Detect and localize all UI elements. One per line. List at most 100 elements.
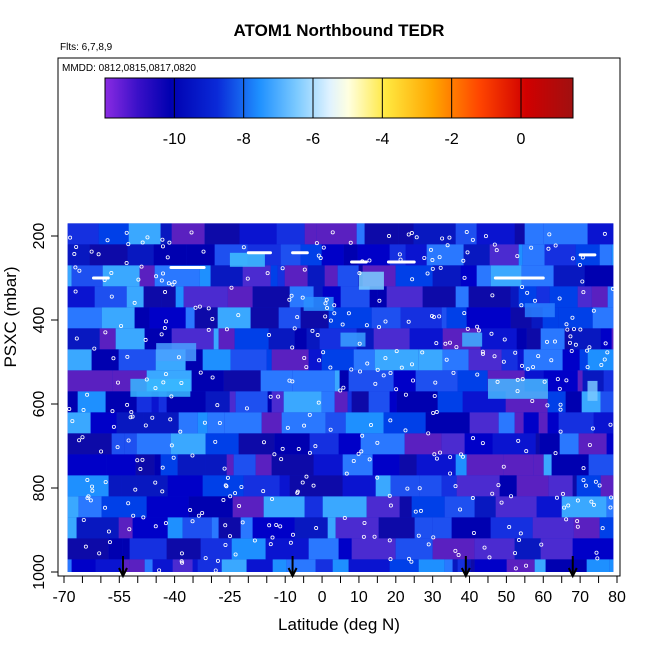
colorbar-tick-label: -4 bbox=[375, 131, 389, 148]
sample-marker bbox=[74, 336, 79, 341]
sample-marker bbox=[325, 306, 330, 311]
sample-marker bbox=[375, 475, 380, 480]
heatmap-cell bbox=[533, 454, 544, 476]
x-tick-label: 80 bbox=[608, 589, 626, 606]
heatmap-cell bbox=[489, 244, 519, 266]
sample-marker bbox=[236, 313, 241, 318]
sample-marker bbox=[244, 406, 249, 411]
sample-marker bbox=[133, 487, 138, 492]
heatmap-cell bbox=[578, 433, 607, 455]
heatmap-cell bbox=[313, 454, 343, 476]
x-tick-label: 40 bbox=[461, 589, 479, 606]
sample-marker bbox=[460, 454, 465, 459]
heatmap-cell bbox=[316, 223, 357, 245]
heatmap-patch bbox=[487, 378, 548, 399]
sample-marker bbox=[495, 379, 500, 384]
sample-marker bbox=[357, 271, 362, 276]
sample-marker bbox=[109, 271, 114, 276]
heatmap-cell bbox=[516, 475, 549, 497]
heatmap-cell bbox=[524, 223, 544, 245]
sample-marker bbox=[560, 491, 565, 496]
sample-marker bbox=[585, 348, 590, 353]
sample-marker bbox=[342, 516, 347, 521]
heatmap-cell bbox=[223, 370, 261, 392]
heatmap-cell bbox=[464, 433, 493, 455]
heatmap-cell bbox=[265, 538, 309, 560]
heatmap-cell bbox=[347, 391, 352, 413]
heatmap-cell bbox=[492, 433, 536, 455]
heatmap-cell bbox=[242, 265, 271, 287]
heatmap-cell bbox=[531, 307, 543, 329]
sample-marker bbox=[107, 540, 112, 545]
x-tick-label: -70 bbox=[52, 589, 75, 606]
heatmap-cell bbox=[538, 412, 548, 434]
heatmap-cell bbox=[321, 349, 354, 371]
heatmap-cell bbox=[607, 286, 614, 308]
sample-marker bbox=[213, 439, 218, 444]
sample-marker bbox=[206, 306, 211, 311]
heatmap-cell bbox=[135, 454, 155, 476]
sample-marker bbox=[575, 524, 580, 529]
sample-marker bbox=[92, 346, 97, 351]
heatmap-cell bbox=[383, 412, 426, 434]
sample-marker bbox=[160, 244, 165, 249]
sample-marker bbox=[72, 252, 77, 257]
sample-marker bbox=[403, 392, 408, 397]
heatmap-cell bbox=[67, 559, 72, 572]
heatmap-cell bbox=[526, 328, 541, 350]
sample-marker bbox=[341, 385, 346, 390]
sample-marker bbox=[81, 408, 86, 413]
heatmap-cell bbox=[441, 433, 465, 455]
heatmap-cell bbox=[67, 454, 107, 476]
sample-marker bbox=[387, 538, 392, 543]
sample-marker bbox=[518, 531, 523, 536]
heatmap-cell bbox=[101, 496, 147, 518]
heatmap-cell bbox=[277, 265, 285, 287]
sample-marker bbox=[210, 375, 215, 380]
chart-title: ATOM1 Northbound TEDR bbox=[234, 21, 445, 40]
sample-marker bbox=[330, 230, 335, 235]
sample-marker bbox=[189, 230, 194, 235]
sample-marker bbox=[252, 538, 257, 543]
heatmap-cell bbox=[129, 538, 167, 560]
heatmap-cell bbox=[205, 433, 239, 455]
sample-marker bbox=[332, 303, 337, 308]
sample-marker bbox=[536, 354, 541, 359]
heatmap-cell bbox=[224, 412, 262, 434]
heatmap-cell bbox=[399, 454, 417, 476]
heatmap-patch bbox=[156, 343, 197, 362]
heatmap-cell bbox=[547, 391, 566, 413]
heatmap-cell bbox=[136, 433, 171, 455]
sample-marker bbox=[359, 449, 364, 454]
sample-marker bbox=[589, 499, 594, 504]
sample-marker bbox=[176, 355, 181, 360]
heatmap-cell bbox=[603, 370, 614, 392]
sample-marker bbox=[227, 534, 232, 539]
sample-marker bbox=[166, 281, 171, 286]
sample-marker bbox=[515, 254, 520, 259]
sample-marker bbox=[406, 319, 411, 324]
y-tick-label: 600 bbox=[31, 391, 48, 418]
sample-marker bbox=[215, 403, 220, 408]
sample-marker bbox=[431, 535, 436, 540]
heatmap-cell bbox=[154, 265, 200, 287]
heatmap-cell bbox=[444, 559, 453, 572]
heatmap-cell bbox=[183, 286, 228, 308]
heatmap-cell bbox=[543, 370, 578, 392]
heatmap-cell bbox=[463, 244, 490, 266]
sample-marker bbox=[610, 286, 615, 291]
heatmap-cell bbox=[200, 538, 232, 560]
sample-marker bbox=[332, 311, 337, 316]
heatmap-cell bbox=[536, 286, 550, 308]
sample-marker bbox=[358, 369, 363, 374]
sample-marker bbox=[89, 249, 94, 254]
heatmap-cell bbox=[136, 475, 168, 497]
sample-marker bbox=[290, 345, 295, 350]
heatmap-cell bbox=[466, 307, 511, 329]
sample-marker bbox=[416, 533, 421, 538]
heatmap-cell bbox=[476, 223, 515, 245]
sample-marker bbox=[159, 278, 164, 283]
heatmap-cell bbox=[67, 475, 109, 497]
heatmap-cell bbox=[301, 475, 343, 497]
heatmap-cell bbox=[399, 496, 412, 518]
